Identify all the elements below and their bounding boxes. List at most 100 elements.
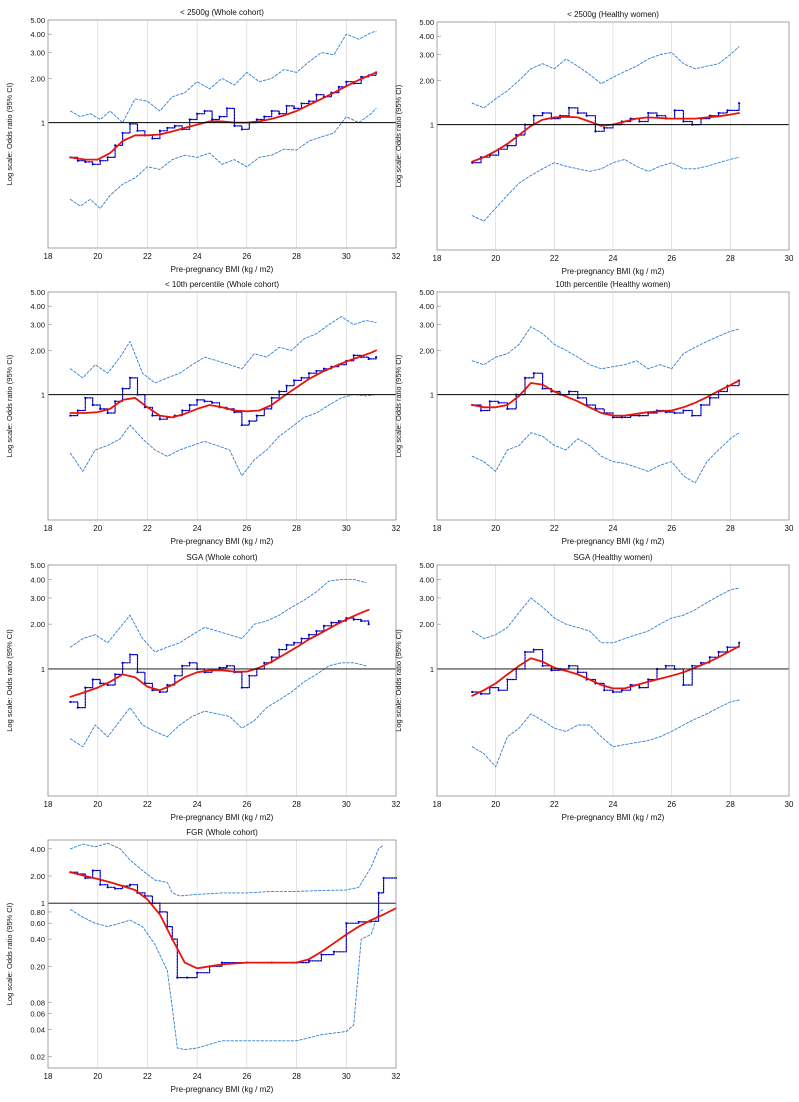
odds-ratio-line (471, 102, 740, 164)
x-tick-label: 28 (292, 524, 301, 533)
chart-panel-4: 18 20 22 24 26 28 30 1 2.00 3.00 4.00 5.00 10th perc… (394, 280, 794, 546)
odds-ratio-point (263, 661, 266, 664)
odds-ratio-point (218, 115, 221, 118)
odds-ratio-point (638, 120, 641, 123)
ci-bound-line (69, 30, 377, 124)
odds-ratio-point (664, 664, 667, 667)
odds-ratio-point (76, 159, 79, 162)
odds-ratio-point (673, 411, 676, 415)
odds-ratio-point (76, 409, 79, 412)
odds-ratio-point (173, 124, 176, 127)
plot-frame (47, 291, 397, 521)
ci-bound-line (69, 662, 367, 748)
x-tick-label: 18 (44, 252, 53, 261)
odds-ratio-point (532, 114, 535, 117)
odds-ratio-point (576, 396, 579, 399)
x-tick-label: 26 (242, 1072, 251, 1081)
y-tick-label: 1 (41, 665, 45, 674)
chart-title: < 10th percentile (Whole cohort) (165, 280, 279, 289)
plot-frame (436, 291, 790, 521)
odds-ratio-point (255, 118, 258, 121)
x-tick-label: 30 (342, 524, 351, 533)
odds-ratio-point (176, 976, 179, 979)
x-tick-label: 28 (292, 252, 301, 261)
odds-ratio-point (84, 160, 87, 164)
odds-ratio-point (270, 656, 273, 659)
odds-ratio-point (532, 372, 535, 375)
x-tick-label: 26 (242, 524, 251, 533)
odds-ratio-point (375, 356, 378, 359)
odds-ratio-point (99, 407, 102, 410)
odds-ratio-point (203, 109, 206, 113)
x-tick-label: 30 (785, 524, 794, 533)
odds-ratio-point (106, 683, 109, 687)
odds-ratio-point (647, 111, 650, 115)
odds-ratio-point (285, 384, 288, 387)
chart-title: FGR (Whole cohort) (186, 828, 258, 837)
odds-ratio-point (497, 401, 500, 404)
x-tick-label: 20 (93, 1072, 102, 1081)
odds-ratio-point (114, 400, 117, 403)
y-tick-label: 1 (41, 119, 45, 128)
y-axis-label: Log scale: Odds ratio (95% CI) (5, 629, 14, 732)
odds-ratio-point (188, 118, 191, 121)
ci-bound-line (471, 699, 740, 768)
odds-ratio-point (76, 706, 79, 709)
odds-ratio-point (708, 656, 711, 659)
x-tick-label: 20 (93, 524, 102, 533)
odds-ratio-point (682, 409, 685, 412)
odds-ratio-point (738, 102, 741, 105)
chart-panel-5: 18 20 22 24 26 28 30 32 1 2.00 3.00 4.00 5.00 SGA (Wh… (5, 553, 401, 822)
odds-ratio-point (550, 669, 553, 672)
chart-panel-3: 18 20 22 24 26 28 30 32 1 2.00 3.00 4.00 5.00 < 10th … (5, 280, 401, 546)
odds-ratio-point (541, 387, 544, 390)
odds-ratio-line (69, 869, 397, 979)
x-tick-label: 32 (392, 800, 401, 809)
x-tick-label: 22 (143, 252, 152, 261)
y-axis-label: Log scale: Odds ratio (95% CI) (394, 84, 403, 187)
chart-panel-7: 18 20 22 24 26 28 30 32 0.02 0.04 0.06 0.08 0.20 0.40… (5, 828, 401, 1094)
x-tick-label: 30 (342, 800, 351, 809)
odds-ratio-point (367, 357, 370, 361)
odds-ratio-point (345, 80, 348, 83)
odds-ratio-point (638, 686, 641, 689)
y-tick-label: 2.00 (30, 620, 45, 629)
x-tick-label: 22 (143, 800, 152, 809)
odds-ratio-point (99, 682, 102, 685)
y-axis-label: Log scale: Odds ratio (95% CI) (5, 82, 14, 185)
x-tick-label: 26 (667, 800, 676, 809)
x-tick-label: 30 (785, 254, 794, 263)
odds-ratio-point (567, 390, 571, 393)
odds-ratio-point (330, 621, 333, 624)
chart-title: < 2500g (Whole cohort) (180, 8, 264, 17)
odds-ratio-point (523, 376, 527, 379)
y-tick-label: 1 (41, 391, 45, 400)
odds-ratio-point (541, 664, 544, 667)
odds-ratio-point (647, 678, 650, 681)
odds-ratio-point (738, 641, 741, 644)
odds-ratio-point (307, 100, 311, 103)
odds-ratio-point (515, 133, 518, 137)
chart-panel-6: 18 20 22 24 26 28 30 1 2.00 3.00 4.00 5.00 SGA (Heal… (394, 553, 794, 822)
plot-frame (47, 564, 397, 797)
x-tick-label: 24 (609, 524, 618, 533)
odds-ratio-point (638, 414, 641, 417)
x-tick-label: 24 (193, 524, 202, 533)
odds-ratio-point (106, 156, 109, 159)
y-tick-label: 1 (41, 899, 45, 908)
odds-ratio-point (196, 112, 199, 115)
odds-ratio-point (263, 115, 266, 118)
odds-ratio-point (203, 400, 206, 403)
x-tick-label: 24 (193, 800, 202, 809)
odds-ratio-point (506, 407, 509, 410)
odds-ratio-point (345, 922, 348, 925)
x-tick-label: 28 (726, 524, 735, 533)
chart-title: < 2500g (Healthy women) (567, 10, 659, 19)
x-tick-label: 20 (491, 800, 500, 809)
odds-ratio-point (307, 633, 311, 636)
y-axis-label: Log scale: Odds ratio (95% CI) (394, 629, 403, 732)
y-tick-label: 3.00 (419, 594, 434, 603)
ci-bound-line (69, 394, 377, 477)
x-tick-label: 18 (433, 800, 442, 809)
ci-bound-line (69, 107, 377, 209)
